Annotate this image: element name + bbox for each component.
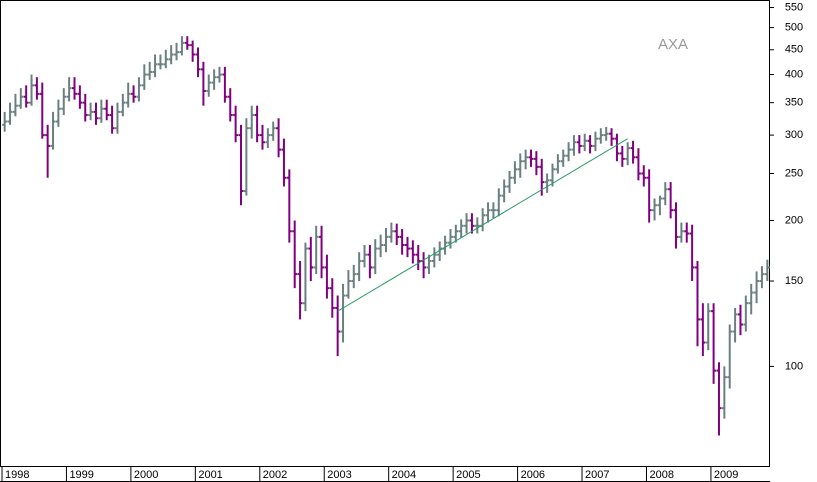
x-tick-label: 2006 (521, 469, 545, 481)
x-tick-label: 2003 (327, 469, 351, 481)
y-tick-label: 500 (785, 21, 803, 33)
y-tick-label: 450 (785, 44, 803, 56)
x-tick-label: 2002 (263, 469, 287, 481)
trendline (337, 138, 628, 312)
x-tick-label: 2007 (585, 469, 609, 481)
y-tick-label: 150 (785, 275, 803, 287)
annotation: AXA (658, 36, 688, 53)
x-tick-label: 2004 (392, 469, 416, 481)
y-tick-label: 400 (785, 68, 803, 80)
x-tick-label: 2000 (134, 469, 158, 481)
y-tick-label: 350 (785, 97, 803, 109)
x-tick-label: 2005 (456, 469, 480, 481)
y-tick-label: 100 (785, 360, 803, 372)
y-tick-label: 250 (785, 167, 803, 179)
x-tick-label: 1998 (5, 469, 29, 481)
x-tick-label: 2008 (649, 469, 673, 481)
y-tick-label: 550 (785, 1, 803, 13)
y-tick-label: 300 (785, 129, 803, 141)
y-tick-label: 200 (785, 214, 803, 226)
x-tick-label: 2001 (198, 469, 222, 481)
x-tick-label: 2009 (714, 469, 738, 481)
x-tick-label: 1999 (69, 469, 93, 481)
